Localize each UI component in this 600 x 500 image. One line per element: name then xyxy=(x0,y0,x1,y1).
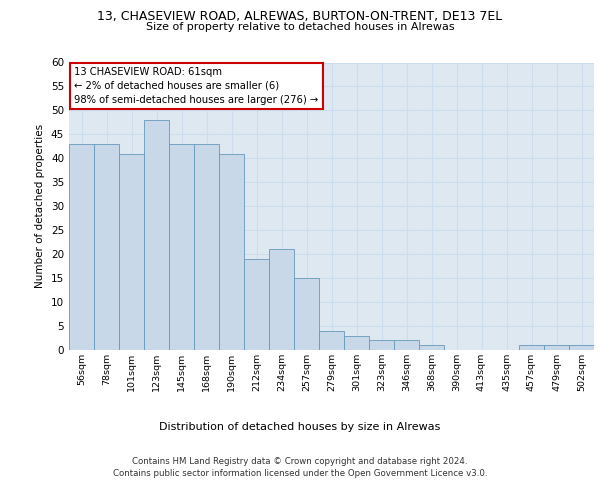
Bar xyxy=(569,345,594,350)
Bar xyxy=(69,144,94,350)
Bar xyxy=(94,144,119,350)
Text: Size of property relative to detached houses in Alrewas: Size of property relative to detached ho… xyxy=(146,22,454,32)
Bar xyxy=(419,345,444,350)
Bar xyxy=(219,154,244,350)
Text: Contains HM Land Registry data © Crown copyright and database right 2024.: Contains HM Land Registry data © Crown c… xyxy=(132,458,468,466)
Bar xyxy=(269,250,294,350)
Bar xyxy=(244,259,269,350)
Text: 13 CHASEVIEW ROAD: 61sqm
← 2% of detached houses are smaller (6)
98% of semi-det: 13 CHASEVIEW ROAD: 61sqm ← 2% of detache… xyxy=(74,67,319,105)
Bar xyxy=(344,336,369,350)
Bar xyxy=(519,345,544,350)
Bar xyxy=(544,345,569,350)
Bar xyxy=(369,340,394,350)
Bar xyxy=(394,340,419,350)
Text: Distribution of detached houses by size in Alrewas: Distribution of detached houses by size … xyxy=(160,422,440,432)
Bar xyxy=(144,120,169,350)
Y-axis label: Number of detached properties: Number of detached properties xyxy=(35,124,46,288)
Bar xyxy=(194,144,219,350)
Bar xyxy=(119,154,144,350)
Bar xyxy=(294,278,319,350)
Text: Contains public sector information licensed under the Open Government Licence v3: Contains public sector information licen… xyxy=(113,469,487,478)
Bar xyxy=(319,331,344,350)
Text: 13, CHASEVIEW ROAD, ALREWAS, BURTON-ON-TRENT, DE13 7EL: 13, CHASEVIEW ROAD, ALREWAS, BURTON-ON-T… xyxy=(97,10,503,23)
Bar xyxy=(169,144,194,350)
